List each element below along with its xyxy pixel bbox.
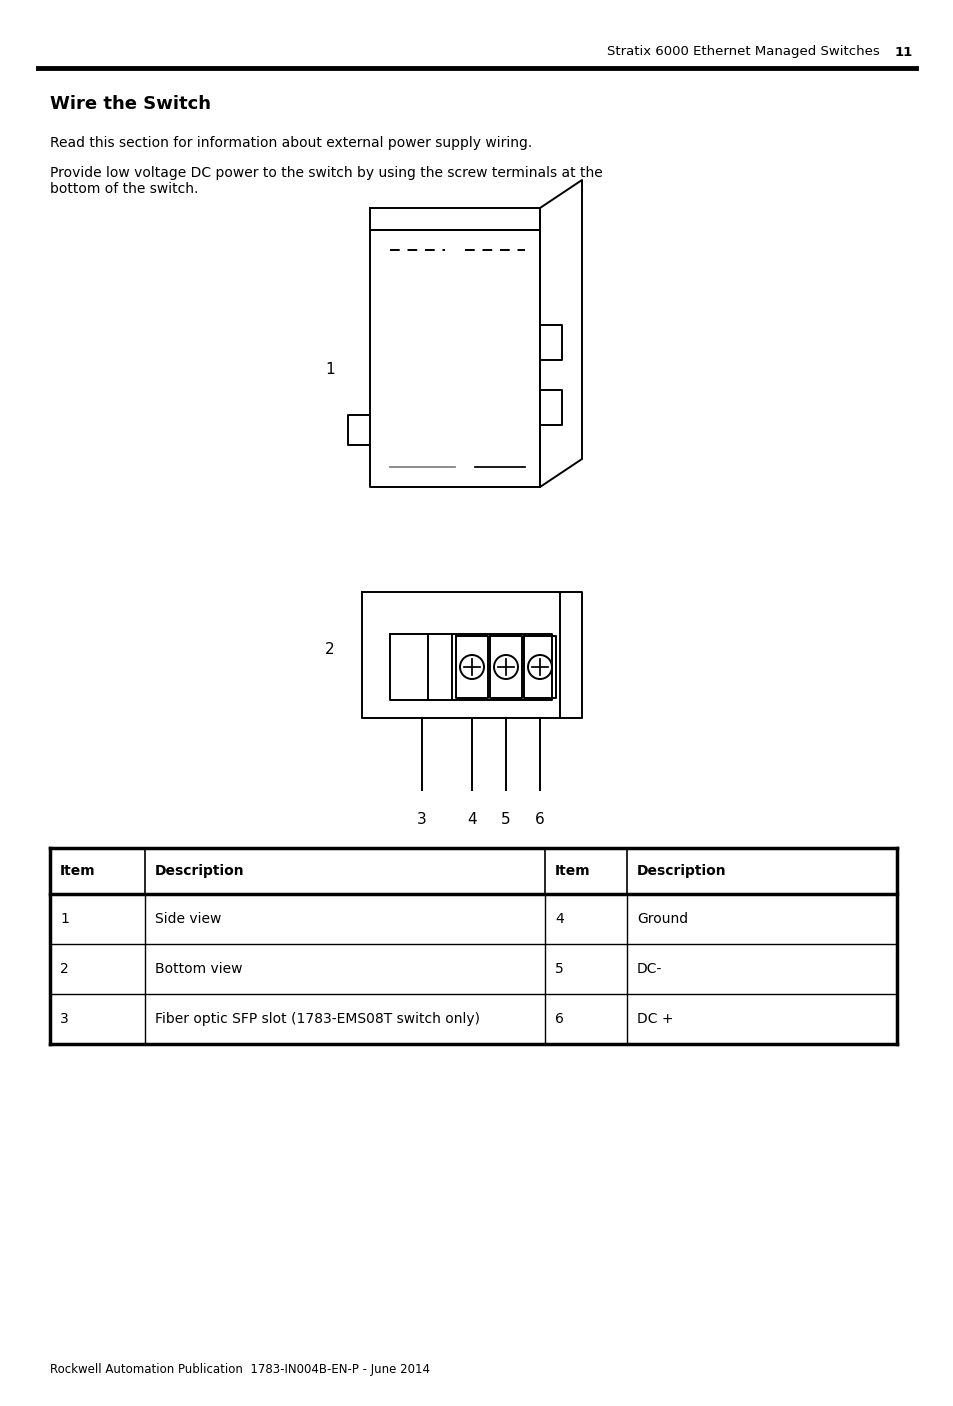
- Text: 5: 5: [555, 962, 563, 976]
- Text: 2: 2: [325, 643, 335, 658]
- Text: Side view: Side view: [154, 912, 221, 927]
- Text: 3: 3: [60, 1012, 69, 1026]
- Text: Stratix 6000 Ethernet Managed Switches: Stratix 6000 Ethernet Managed Switches: [607, 45, 879, 59]
- Text: Description: Description: [154, 865, 244, 877]
- Text: 2: 2: [60, 962, 69, 976]
- Text: Fiber optic SFP slot (1783-EMS08T switch only): Fiber optic SFP slot (1783-EMS08T switch…: [154, 1012, 479, 1026]
- Text: Ground: Ground: [637, 912, 687, 927]
- Text: 6: 6: [535, 813, 544, 827]
- Text: Wire the Switch: Wire the Switch: [50, 96, 211, 112]
- Text: Item: Item: [60, 865, 95, 877]
- Text: 3: 3: [416, 813, 426, 827]
- Text: 4: 4: [467, 813, 476, 827]
- Text: 6: 6: [555, 1012, 563, 1026]
- Text: 11: 11: [894, 45, 912, 59]
- Text: 4: 4: [555, 912, 563, 927]
- Text: Read this section for information about external power supply wiring.: Read this section for information about …: [50, 136, 532, 150]
- Text: DC +: DC +: [637, 1012, 673, 1026]
- Text: DC-: DC-: [637, 962, 661, 976]
- Text: Rockwell Automation Publication  1783-IN004B-EN-P - June 2014: Rockwell Automation Publication 1783-IN0…: [50, 1364, 430, 1376]
- Text: Provide low voltage DC power to the switch by using the screw terminals at the
b: Provide low voltage DC power to the swit…: [50, 166, 602, 197]
- Text: Description: Description: [637, 865, 726, 877]
- Text: Bottom view: Bottom view: [154, 962, 242, 976]
- Text: 5: 5: [500, 813, 510, 827]
- Text: 1: 1: [325, 363, 335, 377]
- Text: 1: 1: [60, 912, 69, 927]
- Text: Item: Item: [555, 865, 590, 877]
